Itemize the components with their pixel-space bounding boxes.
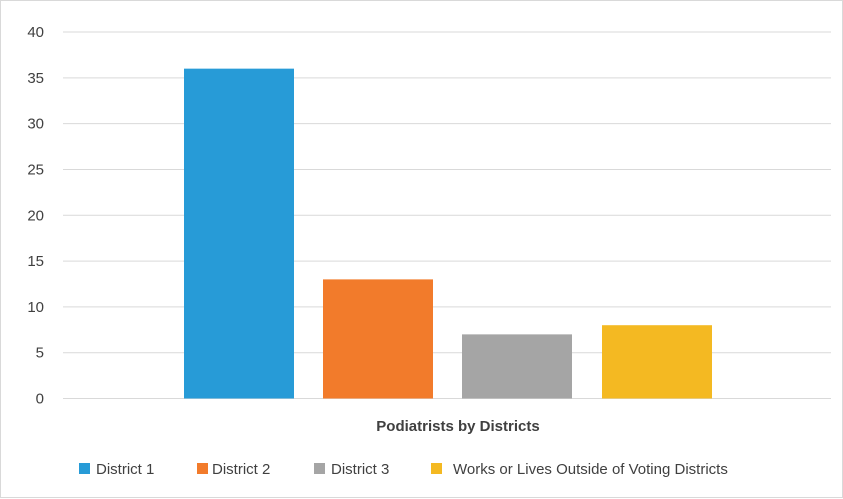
legend-item: District 3 bbox=[314, 461, 389, 478]
y-axis-tick-labels: 0 5 10 15 20 25 30 35 40 bbox=[27, 24, 44, 408]
y-tick-label: 30 bbox=[27, 116, 44, 133]
y-tick-label: 35 bbox=[27, 70, 44, 87]
legend-swatch bbox=[79, 463, 90, 474]
legend-item: District 2 bbox=[197, 461, 270, 478]
legend-label: District 3 bbox=[331, 461, 389, 478]
y-tick-label: 40 bbox=[27, 24, 44, 41]
y-tick-label: 15 bbox=[27, 253, 44, 270]
y-tick-label: 10 bbox=[27, 299, 44, 316]
category-axis-label: Podiatrists by Districts bbox=[376, 418, 539, 435]
legend-swatch bbox=[431, 463, 442, 474]
legend-label: District 2 bbox=[212, 461, 270, 478]
legend-swatch bbox=[314, 463, 325, 474]
legend: District 1 District 2 District 3 Works or L… bbox=[79, 461, 728, 478]
legend-swatch bbox=[197, 463, 208, 474]
gridlines bbox=[63, 31, 831, 399]
legend-item: Works or Lives Outside of Voting Distric… bbox=[431, 461, 728, 478]
legend-item: District 1 bbox=[79, 461, 154, 478]
bar-works-or-lives-outside-of-voting-districts bbox=[602, 325, 712, 399]
bars bbox=[184, 68, 712, 399]
bar-district-1 bbox=[184, 68, 294, 399]
y-tick-label: 25 bbox=[27, 161, 44, 178]
y-tick-label: 5 bbox=[36, 345, 44, 362]
legend-label: Works or Lives Outside of Voting Distric… bbox=[453, 461, 728, 478]
y-tick-label: 0 bbox=[36, 391, 44, 408]
bar-district-2 bbox=[323, 279, 433, 399]
legend-label: District 1 bbox=[96, 461, 154, 478]
y-tick-label: 20 bbox=[27, 207, 44, 224]
bar-district-3 bbox=[462, 334, 572, 399]
